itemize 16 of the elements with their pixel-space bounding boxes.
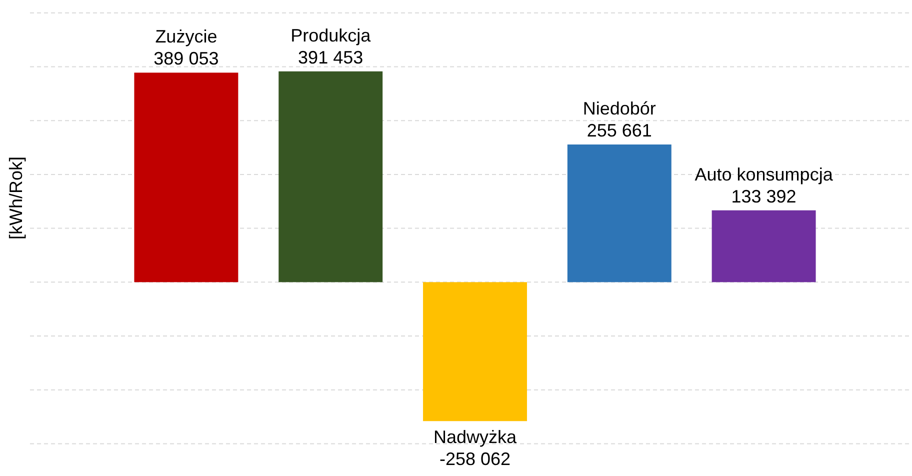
data-label: 255 661 xyxy=(586,120,652,140)
data-label: 133 392 xyxy=(731,186,796,206)
bar xyxy=(134,72,238,282)
x-tick-label: Zużycie xyxy=(155,26,218,47)
bar xyxy=(567,144,672,282)
data-label: 391 453 xyxy=(298,47,364,68)
bar xyxy=(712,210,816,282)
data-label: -258 062 xyxy=(439,449,511,470)
x-tick-label: Produkcja xyxy=(290,25,372,46)
bar xyxy=(423,282,527,422)
bar xyxy=(278,71,383,282)
x-tick-label: Auto konsumpcja xyxy=(694,164,834,184)
y-axis-title: [kWh/Rok] xyxy=(6,156,26,240)
x-tick-label: Niedobór xyxy=(582,98,656,118)
x-tick-label: Nadwyżka xyxy=(433,427,518,448)
data-label: 389 053 xyxy=(154,48,219,69)
